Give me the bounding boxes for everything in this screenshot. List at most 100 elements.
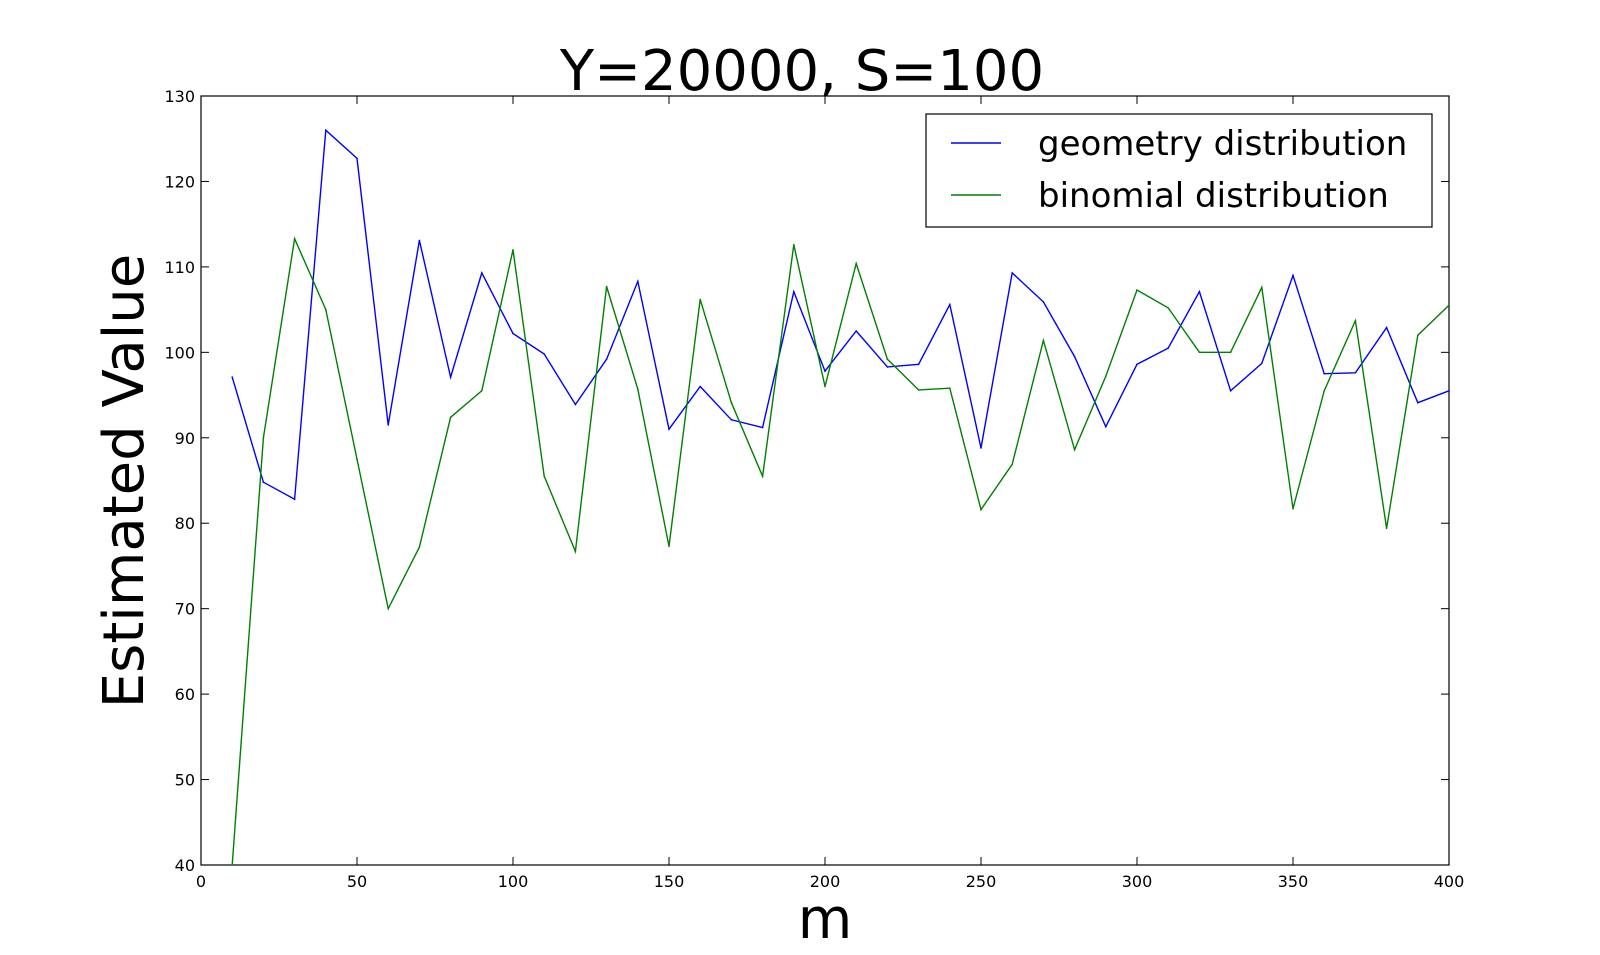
data-point-binomial-distribution — [1198, 351, 1201, 354]
legend: geometry distribution binomial distribut… — [925, 113, 1433, 228]
data-point-geometry-distribution — [387, 424, 390, 426]
y-tick-label: 50 — [175, 771, 195, 790]
x-axis: 0 50 100 150 200 250 300 350 400 — [196, 96, 1464, 891]
data-point-geometry-distribution — [1073, 355, 1076, 358]
data-point-binomial-distribution — [699, 298, 701, 301]
data-point-geometry-distribution — [1229, 390, 1232, 392]
data-point-geometry-distribution — [949, 303, 951, 306]
data-point-geometry-distribution — [980, 447, 982, 449]
x-axis-label: m — [798, 887, 853, 952]
x-tick-label: 250 — [966, 872, 997, 891]
data-point-geometry-distribution — [231, 376, 233, 378]
x-tick-label: 0 — [196, 872, 206, 891]
data-point-geometry-distribution — [1042, 301, 1045, 303]
series-line-geometry-distribution — [231, 128, 1450, 501]
data-point-geometry-distribution — [1198, 290, 1201, 293]
series-layer — [231, 128, 1450, 866]
data-point-binomial-distribution — [231, 864, 233, 866]
data-point-binomial-distribution — [262, 437, 265, 439]
x-tick-label: 150 — [654, 872, 685, 891]
legend-label-geometry-distribution: geometry distribution — [1038, 124, 1407, 164]
data-point-geometry-distribution — [1105, 425, 1107, 428]
data-point-binomial-distribution — [1105, 375, 1107, 378]
data-point-geometry-distribution — [637, 280, 639, 283]
data-point-geometry-distribution — [262, 481, 265, 484]
data-point-geometry-distribution — [824, 370, 826, 372]
y-tick-label: 100 — [164, 343, 195, 362]
data-point-geometry-distribution — [1354, 372, 1357, 374]
data-point-binomial-distribution — [481, 390, 483, 392]
data-point-geometry-distribution — [543, 353, 545, 355]
data-point-binomial-distribution — [980, 508, 982, 511]
data-point-geometry-distribution — [886, 366, 889, 368]
y-tick-label: 110 — [164, 258, 195, 277]
data-point-geometry-distribution — [605, 358, 608, 361]
data-point-geometry-distribution — [1292, 274, 1294, 277]
y-tick-label: 120 — [164, 172, 195, 191]
legend-item-binomial-distribution: binomial distribution — [951, 176, 1389, 216]
y-tick-label: 70 — [175, 600, 195, 619]
data-point-binomial-distribution — [1042, 339, 1045, 342]
y-axis-label: Estimated Value — [92, 254, 157, 708]
data-point-geometry-distribution — [1385, 326, 1388, 329]
y-tick-label: 60 — [175, 685, 195, 704]
data-point-binomial-distribution — [855, 262, 857, 265]
data-point-binomial-distribution — [1323, 390, 1325, 392]
y-tick-label: 90 — [175, 429, 195, 448]
series-line-binomial-distribution — [231, 236, 1450, 866]
data-point-geometry-distribution — [1011, 272, 1013, 274]
legend-label-binomial-distribution: binomial distribution — [1038, 176, 1389, 216]
series-geometry-distribution — [231, 128, 1450, 501]
data-point-geometry-distribution — [668, 428, 670, 431]
data-point-geometry-distribution — [293, 498, 296, 501]
data-point-binomial-distribution — [1011, 463, 1013, 466]
y-tick-label: 40 — [175, 856, 195, 875]
data-point-binomial-distribution — [1167, 307, 1169, 309]
x-tick-label: 300 — [1122, 872, 1153, 891]
data-point-binomial-distribution — [1292, 507, 1294, 510]
data-point-binomial-distribution — [949, 387, 951, 390]
data-point-geometry-distribution — [512, 332, 514, 335]
data-point-geometry-distribution — [1261, 362, 1263, 365]
data-point-geometry-distribution — [699, 385, 701, 388]
data-point-geometry-distribution — [1417, 401, 1419, 404]
y-tick-label: 130 — [164, 87, 195, 106]
data-point-binomial-distribution — [356, 458, 358, 460]
legend-box — [925, 113, 1433, 228]
data-point-binomial-distribution — [418, 546, 421, 548]
chart-title: Y=20000, S=100 — [559, 39, 1044, 104]
data-point-geometry-distribution — [793, 290, 795, 293]
data-point-binomial-distribution — [1073, 448, 1076, 451]
x-tick-label: 350 — [1278, 872, 1309, 891]
data-point-binomial-distribution — [1417, 334, 1419, 337]
data-point-geometry-distribution — [917, 363, 920, 366]
data-point-binomial-distribution — [574, 550, 577, 553]
series-binomial-distribution — [231, 236, 1450, 866]
data-point-geometry-distribution — [356, 157, 358, 160]
data-point-binomial-distribution — [793, 243, 795, 246]
data-point-binomial-distribution — [387, 607, 390, 610]
data-point-binomial-distribution — [668, 545, 670, 548]
data-point-binomial-distribution — [543, 475, 545, 478]
data-point-binomial-distribution — [637, 388, 639, 390]
data-point-binomial-distribution — [1448, 304, 1450, 307]
data-point-binomial-distribution — [449, 416, 452, 419]
y-axis: 40 50 60 70 80 90 100 110 120 130 — [164, 87, 1449, 875]
data-point-binomial-distribution — [512, 249, 514, 251]
data-point-geometry-distribution — [418, 239, 421, 242]
data-point-binomial-distribution — [1229, 351, 1232, 354]
data-point-geometry-distribution — [449, 376, 452, 378]
data-point-geometry-distribution — [1167, 347, 1169, 349]
data-point-geometry-distribution — [1136, 363, 1138, 366]
x-tick-label: 50 — [347, 872, 367, 891]
data-point-binomial-distribution — [293, 237, 296, 240]
data-point-geometry-distribution — [1448, 390, 1450, 392]
y-tick-label: 80 — [175, 514, 195, 533]
x-tick-label: 400 — [1434, 872, 1465, 891]
data-point-geometry-distribution — [730, 419, 733, 421]
data-point-binomial-distribution — [824, 385, 826, 388]
data-point-geometry-distribution — [855, 330, 857, 332]
data-point-geometry-distribution — [325, 129, 327, 131]
data-point-binomial-distribution — [1136, 289, 1138, 291]
